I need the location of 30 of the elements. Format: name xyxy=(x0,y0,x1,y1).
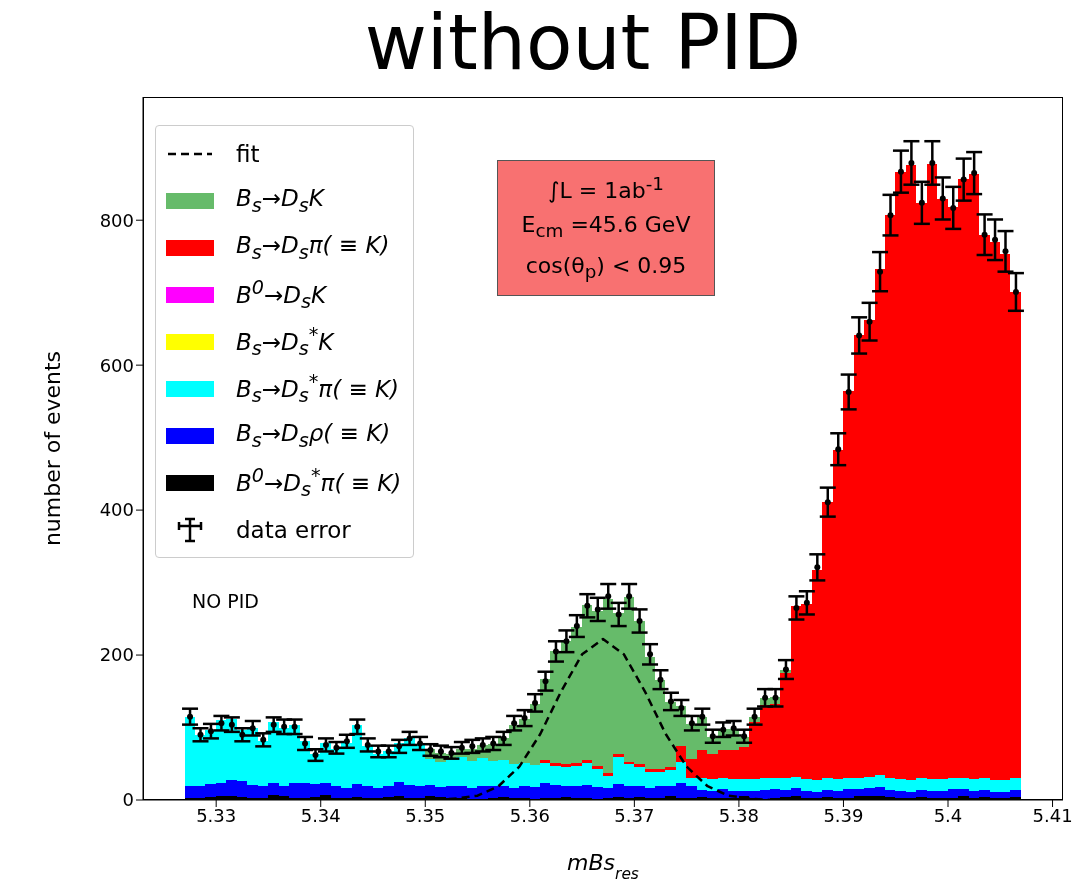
legend-label: B$_{s}$→D$_{s}$$^{*}$π( ≡ K) xyxy=(236,369,400,408)
annotation: cos(θ$_{p}$) < 0.95 xyxy=(525,252,687,283)
x-tick-label: 5.33 xyxy=(196,804,237,826)
y-tick-label: 600 xyxy=(99,354,134,376)
x-tick-label: 5.38 xyxy=(718,804,759,826)
y-axis-title: number of events xyxy=(40,350,65,547)
x-tick-label: 5.39 xyxy=(823,804,864,826)
chart-title: without PID xyxy=(364,0,802,87)
legend-label: fit xyxy=(236,140,260,167)
legend-label: B$^{0}$→D$_{s}$K xyxy=(236,275,327,314)
x-tick-label: 5.36 xyxy=(509,804,550,826)
x-tick-label: 5.4 xyxy=(933,804,963,826)
x-tick-label: 5.35 xyxy=(405,804,446,826)
y-tick-label: 0 xyxy=(122,789,134,811)
legend-label: data error xyxy=(236,516,351,543)
annotation: NO PID xyxy=(192,590,259,612)
legend-label: B$_{s}$→D$_{s}$$^{*}$K xyxy=(236,322,334,361)
x-axis-title: mBs$_{res}$ xyxy=(567,850,639,883)
legend-label: B$^{0}$→D$_{s}$$^{*}$π( ≡ K) xyxy=(236,463,402,502)
annotation: ∫L = 1ab$^{-1}$ xyxy=(548,173,664,204)
y-tick-label: 800 xyxy=(99,209,134,231)
x-tick-label: 5.41 xyxy=(1032,804,1073,826)
y-tick-label: 400 xyxy=(99,499,134,521)
x-tick-label: 5.37 xyxy=(614,804,655,826)
legend-label: B$_{s}$→D$_{s}$ρ( ≡ K) xyxy=(236,419,391,452)
y-tick-label: 200 xyxy=(99,644,134,666)
x-tick-label: 5.34 xyxy=(300,804,341,826)
legend-label: B$_{s}$→D$_{s}$K xyxy=(236,184,324,217)
annotation: E$_{cm}$ =45.6 GeV xyxy=(521,212,691,242)
legend-label: B$_{s}$→D$_{s}$π( ≡ K) xyxy=(236,231,390,264)
